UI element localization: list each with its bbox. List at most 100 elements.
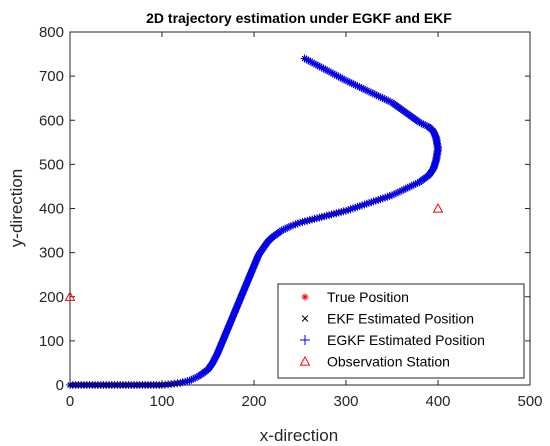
egkf-estimated-point — [351, 81, 360, 90]
legend-label: EGKF Estimated Position — [327, 332, 485, 348]
y-tick-label: 700 — [39, 68, 64, 85]
egkf-estimated-point — [185, 376, 194, 385]
y-tick-label: 100 — [39, 333, 64, 350]
legend: True Position EKF Estimated Position EGKF … — [277, 283, 525, 379]
egkf-estimated-point — [389, 99, 398, 108]
egkf-estimated-point — [355, 82, 364, 91]
legend-label: Observation Station — [327, 354, 450, 370]
egkf-estimated-point — [384, 96, 393, 105]
observation-station-point — [432, 202, 444, 213]
egkf-estimated-point — [357, 83, 366, 92]
x-tick-label: 400 — [425, 393, 450, 410]
chart-title: 2D trajectory estimation under EGKF and … — [146, 10, 452, 26]
egkf-estimated-point — [302, 55, 311, 64]
egkf-estimated-point — [422, 121, 431, 130]
legend-marker — [300, 335, 310, 345]
observation-station-series — [64, 202, 444, 301]
y-tick-label: 500 — [39, 156, 64, 173]
x-tick-label: 0 — [66, 393, 74, 410]
egkf-estimated-point — [189, 374, 198, 383]
egkf-estimated-point — [376, 93, 385, 102]
egkf-estimated-point — [424, 122, 433, 131]
egkf-estimated-point — [317, 63, 326, 72]
egkf-estimated-point — [421, 121, 430, 130]
observation-station-point — [64, 291, 76, 301]
egkf-estimated-point — [304, 56, 313, 65]
egkf-estimated-point — [405, 182, 414, 191]
egkf-estimated-point — [353, 82, 362, 91]
egkf-estimated-point — [306, 57, 315, 66]
egkf-estimated-point — [388, 191, 396, 200]
egkf-estimated-point — [334, 72, 343, 81]
egkf-estimated-point — [325, 67, 334, 76]
egkf-estimated-point — [399, 185, 408, 194]
egkf-estimated-point — [349, 80, 358, 89]
egkf-estimated-point — [397, 186, 406, 195]
egkf-estimated-point — [407, 181, 416, 190]
egkf-estimated-point — [411, 179, 420, 188]
egkf-estimated-point — [342, 76, 350, 85]
egkf-estimated-point — [283, 223, 292, 232]
egkf-estimated-point — [281, 224, 290, 233]
egkf-estimated-point — [365, 87, 373, 96]
egkf-estimated-point — [388, 98, 396, 107]
egkf-estimated-point — [366, 88, 375, 97]
egkf-estimated-point — [315, 62, 324, 71]
egkf-estimated-point — [300, 54, 309, 63]
y-tick-label: 400 — [39, 201, 64, 218]
legend-box — [277, 283, 525, 379]
y-tick-label: 200 — [39, 289, 64, 306]
egkf-estimated-point — [347, 79, 356, 88]
egkf-estimated-point — [372, 91, 381, 100]
egkf-estimated-point — [359, 84, 368, 93]
egkf-estimated-point — [321, 65, 330, 74]
legend-marker — [299, 355, 311, 366]
egkf-estimated-point — [413, 178, 422, 187]
egkf-estimated-point — [345, 78, 354, 87]
egkf-estimated-point — [378, 94, 387, 103]
egkf-estimated-point — [403, 183, 412, 192]
egkf-estimated-point — [338, 74, 347, 83]
egkf-estimated-point — [393, 188, 402, 197]
egkf-estimated-point — [310, 59, 319, 68]
egkf-estimated-point — [284, 223, 293, 232]
egkf-estimated-point — [192, 373, 201, 382]
y-tick-label: 800 — [39, 24, 64, 41]
x-tick-label: 200 — [241, 393, 266, 410]
egkf-estimated-point — [330, 70, 339, 79]
x-tick-label: 500 — [517, 393, 542, 410]
egkf-estimated-point — [386, 97, 395, 106]
egkf-estimated-point — [370, 90, 379, 99]
egkf-estimated-point — [319, 64, 328, 73]
egkf-estimated-point — [380, 94, 389, 103]
egkf-estimated-point — [382, 95, 391, 104]
egkf-estimated-point — [343, 77, 352, 86]
y-tick-label: 600 — [39, 112, 64, 129]
egkf-estimated-point — [401, 184, 410, 193]
egkf-estimated-point — [391, 189, 400, 198]
egkf-estimated-point — [361, 85, 370, 94]
egkf-estimated-point — [336, 73, 345, 82]
egkf-estimated-point — [187, 375, 196, 384]
egkf-estimated-point — [340, 75, 349, 84]
x-axis-label: x-direction — [260, 426, 338, 445]
egkf-estimated-point — [389, 190, 398, 199]
egkf-estimated-point — [417, 119, 426, 128]
y-axis-label: y-direction — [7, 169, 26, 247]
egkf-estimated-point — [409, 180, 418, 189]
legend-marker — [301, 315, 309, 322]
legend-label: EKF Estimated Position — [327, 311, 474, 327]
x-tick-label: 300 — [333, 393, 358, 410]
egkf-estimated-point — [363, 86, 372, 95]
x-tick-label: 100 — [149, 393, 174, 410]
egkf-estimated-point — [323, 66, 332, 75]
y-tick-label: 0 — [56, 377, 64, 394]
egkf-estimated-point — [279, 225, 288, 234]
egkf-estimated-point — [328, 69, 337, 78]
egkf-estimated-point — [313, 61, 322, 70]
egkf-estimated-point — [419, 120, 428, 129]
legend-label: True Position — [327, 289, 409, 305]
egkf-estimated-point — [308, 58, 317, 67]
egkf-estimated-point — [311, 60, 320, 69]
